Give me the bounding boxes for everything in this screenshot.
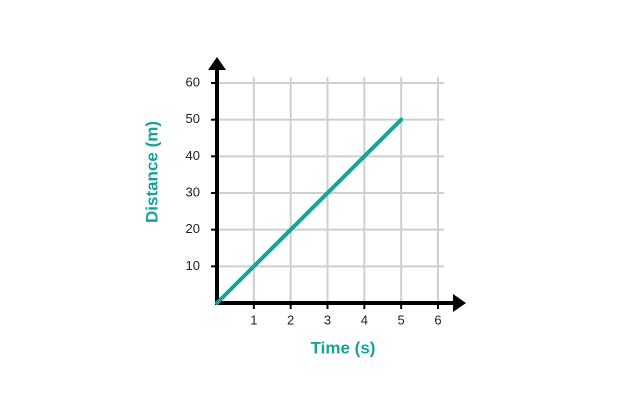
y-axis-title: Distance (m) [142, 121, 161, 223]
x-tick-label: 3 [324, 312, 331, 327]
y-tick-label: 50 [186, 111, 200, 126]
x-tick-label: 1 [250, 312, 257, 327]
data-line [215, 117, 404, 305]
x-tick-label: 5 [398, 312, 405, 327]
y-tick-label: 20 [186, 221, 200, 236]
x-tick-label: 4 [361, 312, 368, 327]
y-tick-label: 10 [186, 258, 200, 273]
x-tick-label: 6 [434, 312, 441, 327]
x-axis-arrow [453, 294, 466, 312]
y-axis-arrow [208, 57, 226, 70]
y-tick-label: 30 [186, 184, 200, 199]
y-tick-label: 60 [186, 74, 200, 89]
x-axis-title: Time (s) [311, 338, 376, 357]
x-tick-label: 2 [287, 312, 294, 327]
y-tick-label: 40 [186, 148, 200, 163]
